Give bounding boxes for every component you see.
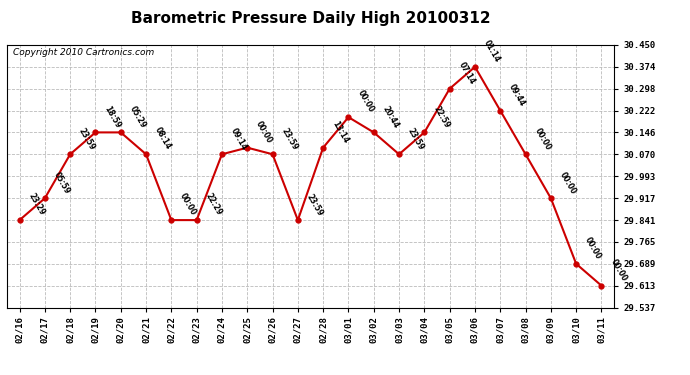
Text: 00:00: 00:00 [609, 258, 629, 283]
Text: 23:59: 23:59 [305, 192, 324, 217]
Text: 18:59: 18:59 [102, 104, 122, 130]
Text: 22:59: 22:59 [431, 104, 451, 130]
Text: 09:44: 09:44 [507, 82, 527, 108]
Text: 08:14: 08:14 [153, 126, 173, 152]
Text: 01:14: 01:14 [482, 39, 502, 64]
Text: 00:00: 00:00 [533, 126, 553, 152]
Text: 05:59: 05:59 [52, 170, 72, 195]
Text: 13:14: 13:14 [330, 120, 350, 145]
Text: Barometric Pressure Daily High 20100312: Barometric Pressure Daily High 20100312 [130, 11, 491, 26]
Text: 00:00: 00:00 [355, 89, 375, 114]
Text: 22:29: 22:29 [204, 192, 224, 217]
Text: 23:29: 23:29 [26, 192, 46, 217]
Text: 23:59: 23:59 [77, 126, 97, 152]
Text: 09:14: 09:14 [229, 126, 249, 152]
Text: Copyright 2010 Cartronics.com: Copyright 2010 Cartronics.com [13, 48, 155, 57]
Text: 05:29: 05:29 [128, 104, 148, 130]
Text: 00:00: 00:00 [254, 120, 274, 145]
Text: 00:00: 00:00 [558, 170, 578, 195]
Text: 23:59: 23:59 [406, 126, 426, 152]
Text: 23:59: 23:59 [279, 126, 299, 152]
Text: 00:00: 00:00 [583, 236, 603, 261]
Text: 00:00: 00:00 [178, 192, 198, 217]
Text: 07:14: 07:14 [457, 60, 477, 86]
Text: 20:44: 20:44 [381, 104, 401, 130]
